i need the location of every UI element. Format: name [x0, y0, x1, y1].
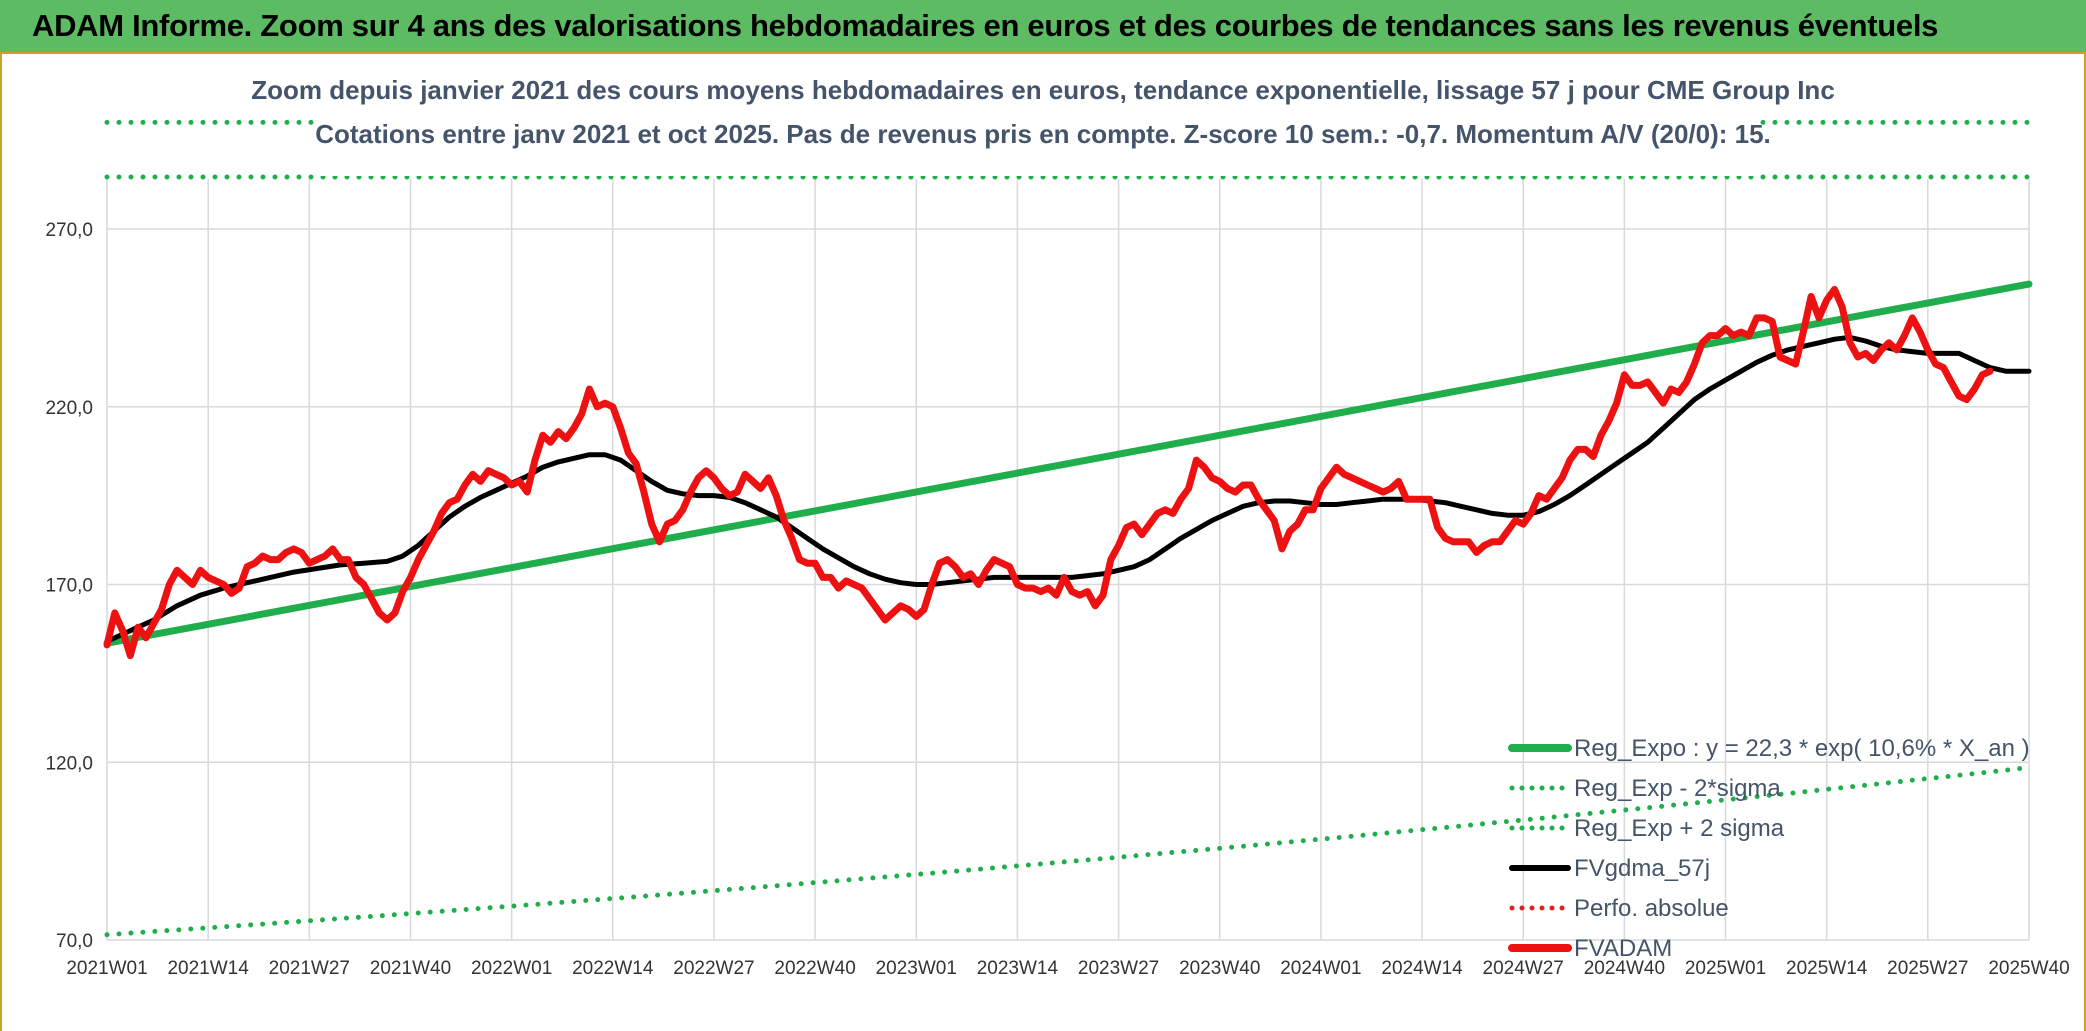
chart-title-line-2: Cotations entre janv 2021 et oct 2025. P…: [315, 119, 1771, 149]
report-banner: ADAM Informe. Zoom sur 4 ans des valoris…: [0, 0, 2086, 54]
y-tick-label: 220,0: [45, 398, 93, 419]
chart-series: [103, 119, 2033, 938]
legend-label: FVgdma_57j: [1574, 855, 1710, 882]
x-tick-label: 2024W40: [1584, 958, 1665, 979]
x-tick-label: 2024W27: [1483, 958, 1564, 979]
x-tick-label: 2021W01: [66, 958, 147, 979]
series-line-fvgdma-57j: [104, 334, 2032, 644]
x-tick-label: 2024W01: [1280, 958, 1361, 979]
legend-label: Reg_Exp - 2*sigma: [1574, 775, 1781, 802]
chart-title-background: [320, 60, 1756, 176]
legend-label: Perfo. absolue: [1574, 895, 1729, 922]
x-tick-label: 2022W40: [774, 958, 855, 979]
y-tick-label: 170,0: [45, 576, 93, 597]
x-tick-label: 2025W01: [1685, 958, 1766, 979]
y-tick-label: 70,0: [56, 931, 93, 952]
series-line-reg-expo-y-22-3-exp-10-6-x-an: [103, 280, 2033, 647]
chart-title-area: Zoom depuis janvier 2021 des cours moyen…: [251, 60, 1835, 176]
x-tick-label: 2023W40: [1179, 958, 1260, 979]
series-line-fvadam: [103, 285, 1994, 660]
x-tick-label: 2025W27: [1887, 958, 1968, 979]
x-tick-label: 2025W40: [1988, 958, 2069, 979]
chart-title-line-1: Zoom depuis janvier 2021 des cours moyen…: [251, 75, 1835, 105]
y-tick-label: 270,0: [45, 220, 93, 241]
x-tick-label: 2022W01: [471, 958, 552, 979]
chart-gridlines: [106, 179, 2030, 941]
y-axis-ticks: 70,0 120,0 170,0 220,0 270,0: [45, 220, 93, 952]
x-tick-label: 2023W27: [1078, 958, 1159, 979]
x-tick-label: 2021W14: [167, 958, 249, 979]
legend-label: FVADAM: [1574, 935, 1672, 962]
legend-label: Reg_Expo : y = 22,3 * exp( 10,6% * X_an …: [1574, 735, 2030, 762]
x-tick-label: 2023W01: [876, 958, 957, 979]
chart-frame: 70,0 120,0 170,0 220,0 270,0 2021W01 2021W14 2…: [0, 54, 2086, 1031]
report-title: ADAM Informe. Zoom sur 4 ans des valoris…: [32, 8, 1939, 43]
legend-label: Reg_Exp + 2 sigma: [1574, 815, 1785, 842]
x-tick-label: 2023W14: [977, 958, 1059, 979]
x-tick-label: 2022W27: [673, 958, 754, 979]
series-line-reg-exp-2-sigma: [104, 765, 2032, 938]
x-tick-label: 2025W14: [1786, 958, 1868, 979]
x-tick-label: 2021W27: [269, 958, 350, 979]
x-tick-label: 2021W40: [370, 958, 451, 979]
x-tick-label: 2024W14: [1381, 958, 1463, 979]
x-axis-ticks: 2021W01 2021W14 2021W27 2021W40 2022W01 2022W…: [66, 958, 2069, 979]
chart-legend: Reg_Expo : y = 22,3 * exp( 10,6% * X_an …: [1508, 735, 2030, 962]
y-tick-label: 120,0: [45, 753, 93, 774]
x-tick-label: 2022W14: [572, 958, 654, 979]
